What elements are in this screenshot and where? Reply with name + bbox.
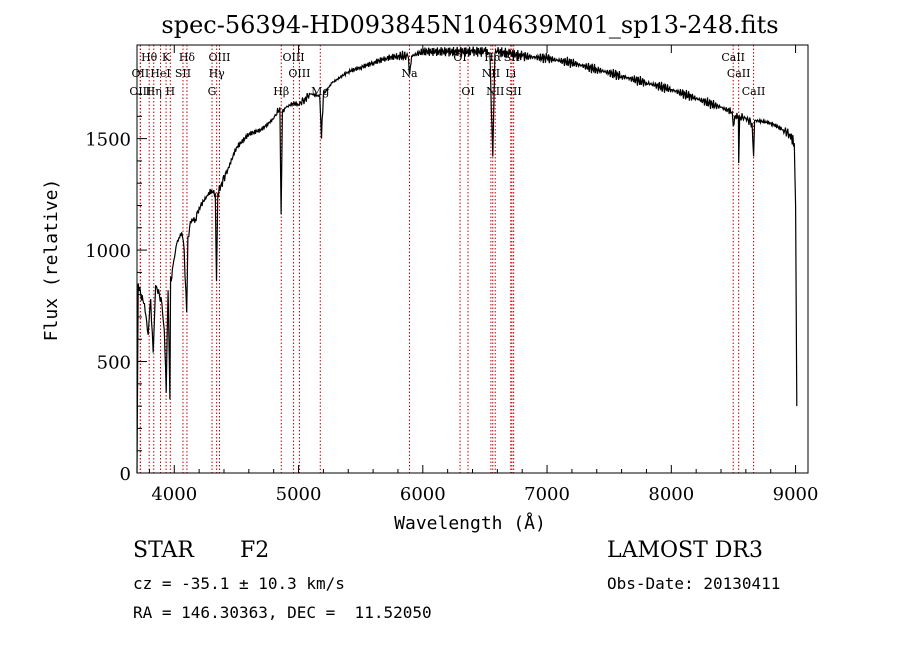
object-class: STAR [133,538,194,563]
line-label-8: CaII [721,51,745,64]
chart-title: spec-56394-HD093845N104639M01_sp13-248.f… [161,11,778,39]
y-axis-label: Flux (relative) [41,179,62,342]
line-label-19: Hη [146,85,162,98]
line-label-25: NII [486,85,504,98]
line-label-3: OIII [208,51,230,64]
plot-frame [136,44,809,474]
line-label-24: OI [461,85,474,98]
y-tick-label-2: 1000 [85,241,131,262]
x-tick-label-1: 5000 [276,484,322,505]
line-label-18: OIII [129,85,151,98]
line-label-22: Hβ [273,85,289,98]
line-label-1: K [162,51,171,64]
x-axis-label: Wavelength (Å) [394,512,546,534]
x-tick-label-2: 6000 [400,484,446,505]
x-tick-label-0: 4000 [151,484,197,505]
line-label-13: OIII [288,67,310,80]
coordinates-readout: RA = 146.30363, DEC = 11.52050 [133,603,432,622]
y-tick-label-1: 500 [97,353,131,374]
x-tick-label-3: 7000 [524,484,570,505]
line-label-12: Hγ [209,67,226,80]
line-label-17: CaII [727,67,751,80]
line-label-26: SII [506,85,522,98]
object-subclass: F2 [240,538,270,563]
line-label-4: OIII [283,51,305,64]
line-label-11: SII [175,67,191,80]
redshift-readout: cz = -35.1 ± 10.3 km/s [133,574,345,593]
x-axis-ticks: 4000 5000 6000 7000 8000 9000 [148,45,819,505]
y-tick-label-3: 1500 [85,130,131,151]
line-label-27: CaII [742,85,766,98]
line-label-21: G [208,85,217,98]
line-label-20: H [166,85,176,98]
x-tick-label-5: 9000 [773,484,819,505]
line-label-9: OII [131,67,149,80]
line-label-16: Li [505,67,516,80]
spectral-line-markers [139,45,755,473]
line-label-23: Mg [311,85,329,98]
obs-date: Obs-Date: 20130411 [607,574,781,593]
line-label-10: HeI [150,67,170,80]
spectrum-series-line [136,46,798,474]
line-label-2: Hδ [179,51,196,64]
y-axis-ticks: 0 500 1000 1500 [85,71,147,485]
x-tick-label-4: 8000 [648,484,694,505]
y-tick-label-0: 0 [120,464,131,485]
line-label-0: Hθ [141,51,158,64]
survey-name: LAMOST DR3 [607,538,763,563]
